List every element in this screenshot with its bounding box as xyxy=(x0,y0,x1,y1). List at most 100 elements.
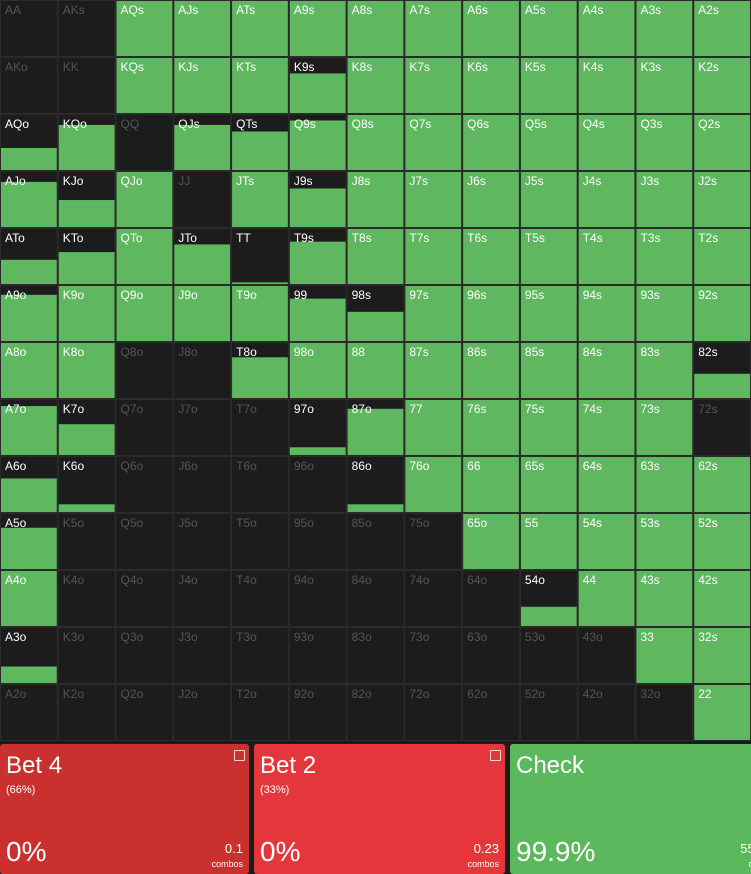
hand-label: 62s xyxy=(698,459,717,473)
cell xyxy=(288,456,347,513)
frequency-fill xyxy=(232,172,288,227)
frequency-fill xyxy=(578,1,635,56)
cell xyxy=(57,570,116,627)
hand-label: T2o xyxy=(236,687,257,701)
hand-label: A7o xyxy=(5,402,27,416)
action-panel[interactable]: Bet 4 (66%) 0% 0.1 combos xyxy=(0,744,249,874)
hand-label: K8s xyxy=(352,60,373,74)
frequency-fill xyxy=(289,1,346,56)
cell xyxy=(57,627,116,684)
hand-label: Q3s xyxy=(640,117,662,131)
hand-label: 74o xyxy=(409,573,429,587)
hand-label: Q5o xyxy=(121,516,144,530)
hand-label: K2s xyxy=(698,60,719,74)
frequency-fill xyxy=(347,115,404,170)
hand-label: 32o xyxy=(640,687,660,701)
hand-label: Q8o xyxy=(121,345,144,359)
hand-label: ATo xyxy=(5,231,25,245)
frequency-fill xyxy=(463,400,519,455)
cell xyxy=(173,342,232,399)
hand-label: Q3o xyxy=(121,630,144,644)
hand-label: AA xyxy=(5,3,21,17)
frequency-fill xyxy=(463,229,519,284)
cell xyxy=(173,171,232,228)
hand-label: T3o xyxy=(236,630,257,644)
hand-label: AKs xyxy=(63,3,85,17)
hand-label: K7o xyxy=(63,402,85,416)
hand-label: 43o xyxy=(583,630,603,644)
frequency-fill xyxy=(405,115,462,170)
hand-label: JTs xyxy=(236,174,254,188)
action-panel[interactable]: Check 99.9% 554.97 combos xyxy=(510,744,751,874)
combos-label: combos xyxy=(748,859,751,869)
hand-label: KQo xyxy=(63,117,87,131)
frequency-fill xyxy=(636,229,693,284)
frequency-fill xyxy=(636,457,693,512)
cell xyxy=(173,513,232,570)
hand-label: A6o xyxy=(5,459,27,473)
hand-label: 32s xyxy=(698,630,717,644)
frequency-fill xyxy=(232,357,288,398)
frequency-fill xyxy=(463,457,519,512)
hand-label: Q2s xyxy=(698,117,720,131)
cell xyxy=(115,342,174,399)
hand-label: A2o xyxy=(5,687,27,701)
frequency-fill xyxy=(694,685,750,740)
frequency-fill xyxy=(58,124,115,170)
hand-label: QJs xyxy=(178,117,199,131)
frequency-fill xyxy=(289,298,346,341)
info-icon[interactable] xyxy=(490,750,501,761)
hand-label: 33 xyxy=(640,630,654,644)
action-name: Bet 4 xyxy=(6,752,63,779)
cell xyxy=(462,570,520,627)
cell xyxy=(231,684,289,741)
frequency-fill xyxy=(289,343,346,398)
cell xyxy=(231,456,289,513)
hand-label: 86o xyxy=(352,459,372,473)
hand-label: 72o xyxy=(409,687,429,701)
hand-label: J4o xyxy=(178,573,198,587)
cell xyxy=(173,570,232,627)
info-icon[interactable] xyxy=(234,750,245,761)
hand-label: 54s xyxy=(583,516,602,530)
hand-label: J8s xyxy=(352,174,371,188)
hand-label: J2s xyxy=(698,174,717,188)
cell xyxy=(346,684,405,741)
hand-label: 94s xyxy=(583,288,602,302)
cell xyxy=(0,57,58,114)
frequency-fill xyxy=(520,343,577,398)
cell xyxy=(115,513,174,570)
hand-label: T5o xyxy=(236,516,257,530)
hand-label: T4o xyxy=(236,573,257,587)
hand-label: 98o xyxy=(294,345,314,359)
hand-label: 86s xyxy=(467,345,486,359)
action-panel[interactable]: Bet 2 (33%) 0% 0.23 combos xyxy=(254,744,505,874)
hand-label: KTo xyxy=(63,231,84,245)
hand-label: JTo xyxy=(178,231,197,245)
frequency-fill xyxy=(1,571,57,626)
frequency-fill xyxy=(694,172,750,227)
hand-label: 84o xyxy=(352,573,372,587)
hand-label: 95s xyxy=(525,288,544,302)
hand-label: 74s xyxy=(583,402,602,416)
cell xyxy=(346,627,405,684)
hand-label: 73o xyxy=(409,630,429,644)
hand-label: A4s xyxy=(583,3,604,17)
hand-label: 98s xyxy=(352,288,371,302)
frequency-fill xyxy=(694,286,750,341)
hand-label: Q9o xyxy=(121,288,144,302)
hand-label: 63s xyxy=(640,459,659,473)
frequency-fill xyxy=(636,1,693,56)
frequency-fill xyxy=(520,58,577,113)
frequency-fill xyxy=(58,504,115,512)
frequency-fill xyxy=(463,286,519,341)
frequency-fill xyxy=(1,294,57,341)
frequency-fill xyxy=(58,286,115,341)
frequency-fill xyxy=(578,400,635,455)
cell xyxy=(404,513,463,570)
cell xyxy=(57,57,116,114)
frequency-fill xyxy=(174,244,231,284)
frequency-fill xyxy=(347,1,404,56)
cell xyxy=(231,228,289,285)
hand-label: 66 xyxy=(467,459,481,473)
